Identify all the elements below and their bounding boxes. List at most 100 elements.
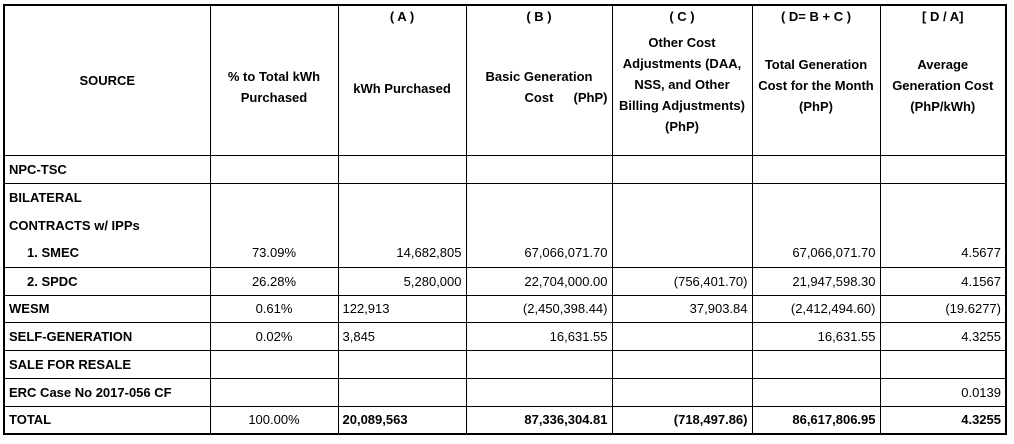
- row-pct: [209, 349, 339, 379]
- header-other-ref: ( C ): [669, 9, 695, 24]
- row-basic: [465, 377, 613, 407]
- row-pct: [209, 182, 339, 211]
- row-basic: [465, 349, 613, 379]
- row-kwh: 3,845: [337, 321, 467, 351]
- row-total: 21,947,598.30: [751, 266, 881, 296]
- row-source: BILATERAL: [3, 182, 211, 211]
- row-avg: (19.6277): [879, 294, 1007, 323]
- row-kwh: [337, 349, 467, 379]
- row-kwh: 14,682,805: [337, 239, 467, 268]
- table-row: 2. SPDC 26.28% 5,280,000 22,704,000.00 (…: [3, 266, 1007, 296]
- row-kwh: 5,280,000: [337, 266, 467, 296]
- row-total: [751, 211, 881, 239]
- total-total: 86,617,806.95: [751, 405, 881, 435]
- row-kwh: [337, 154, 467, 184]
- total-avg: 4.3255: [879, 405, 1007, 435]
- table-row: WESM 0.61% 122,913 (2,450,398.44) 37,903…: [3, 294, 1007, 323]
- header-total: ( D= B + C ) Total Generation Cost for t…: [751, 4, 881, 156]
- header-basic-text: Basic Generation Cost: [485, 69, 593, 105]
- table-row: ERC Case No 2017-056 CF 0.0139: [3, 377, 1007, 407]
- row-total: 67,066,071.70: [751, 239, 881, 268]
- row-avg: [879, 182, 1007, 211]
- row-source: CONTRACTS w/ IPPs: [3, 211, 211, 239]
- header-avg-label: Average Generation Cost (PhP/kWh): [892, 57, 994, 114]
- row-other: [611, 349, 753, 379]
- header-kwh: ( A ) kWh Purchased: [337, 4, 467, 156]
- row-kwh: [337, 211, 467, 239]
- table-row: CONTRACTS w/ IPPs: [3, 211, 1007, 239]
- row-basic: 16,631.55: [465, 321, 613, 351]
- row-total: [751, 377, 881, 407]
- row-basic: 67,066,071.70: [465, 239, 613, 268]
- row-other: [611, 211, 753, 239]
- row-pct: [209, 377, 339, 407]
- total-kwh: 20,089,563: [337, 405, 467, 435]
- header-basic-label: Basic Generation Cost: [471, 28, 608, 108]
- row-source: NPC-TSC: [3, 154, 211, 184]
- row-total: (2,412,494.60): [751, 294, 881, 323]
- row-basic: [465, 182, 613, 211]
- generation-cost-table: SOURCE % to Total kWh Purchased ( A ) kW…: [3, 4, 1007, 435]
- header-basic-unit: (PhP): [573, 90, 608, 105]
- row-basic: (2,450,398.44): [465, 294, 613, 323]
- header-avg: [ D / A] Average Generation Cost (PhP/kW…: [879, 4, 1007, 156]
- header-other-label: Other Cost Adjustments (DAA, NSS, and Ot…: [619, 35, 745, 134]
- row-basic: [465, 154, 613, 184]
- row-basic: 22,704,000.00: [465, 266, 613, 296]
- row-total: [751, 154, 881, 184]
- row-pct: [209, 154, 339, 184]
- row-basic: [465, 211, 613, 239]
- table-row: NPC-TSC: [3, 154, 1007, 184]
- row-avg: 0.0139: [879, 377, 1007, 407]
- row-total: [751, 349, 881, 379]
- header-kwh-label: kWh Purchased: [353, 81, 451, 96]
- table-row: SELF-GENERATION 0.02% 3,845 16,631.55 16…: [3, 321, 1007, 351]
- row-source: WESM: [3, 294, 211, 323]
- row-avg: [879, 154, 1007, 184]
- row-other: [611, 182, 753, 211]
- header-basic: ( B ) Basic Generation Cost (PhP): [465, 4, 613, 156]
- table-row: BILATERAL: [3, 182, 1007, 211]
- row-source: ERC Case No 2017-056 CF: [3, 377, 211, 407]
- row-kwh: 122,913: [337, 294, 467, 323]
- row-pct: 0.61%: [209, 294, 339, 323]
- header-row: SOURCE % to Total kWh Purchased ( A ) kW…: [3, 4, 1007, 156]
- header-total-label: Total Generation Cost for the Month (PhP…: [758, 57, 874, 114]
- row-avg: [879, 349, 1007, 379]
- total-other: (718,497.86): [611, 405, 753, 435]
- row-other: [611, 239, 753, 268]
- row-kwh: [337, 182, 467, 211]
- row-pct: 26.28%: [209, 266, 339, 296]
- header-avg-ref: [ D / A]: [922, 9, 964, 24]
- header-pct-label: % to Total kWh Purchased: [227, 69, 321, 105]
- total-basic: 87,336,304.81: [465, 405, 613, 435]
- row-avg: [879, 211, 1007, 239]
- total-row: TOTAL 100.00% 20,089,563 87,336,304.81 (…: [3, 405, 1007, 435]
- table-row: SALE FOR RESALE: [3, 349, 1007, 379]
- row-pct: [209, 211, 339, 239]
- total-pct: 100.00%: [209, 405, 339, 435]
- header-total-ref: ( D= B + C ): [780, 9, 852, 24]
- header-pct: % to Total kWh Purchased: [209, 4, 339, 156]
- row-total: 16,631.55: [751, 321, 881, 351]
- row-other: [611, 321, 753, 351]
- row-source: SALE FOR RESALE: [3, 349, 211, 379]
- row-source: SELF-GENERATION: [3, 321, 211, 351]
- header-source: SOURCE: [3, 4, 211, 156]
- row-other: (756,401.70): [611, 266, 753, 296]
- header-basic-ref: ( B ): [526, 9, 552, 24]
- row-kwh: [337, 377, 467, 407]
- row-avg: 4.3255: [879, 321, 1007, 351]
- row-source: 2. SPDC: [3, 266, 211, 296]
- header-kwh-ref: ( A ): [389, 9, 415, 24]
- table-row: 1. SMEC 73.09% 14,682,805 67,066,071.70 …: [3, 239, 1007, 268]
- row-other: [611, 154, 753, 184]
- header-other: ( C ) Other Cost Adjustments (DAA, NSS, …: [611, 4, 753, 156]
- row-avg: 4.5677: [879, 239, 1007, 268]
- row-source: 1. SMEC: [3, 239, 211, 268]
- row-avg: 4.1567: [879, 266, 1007, 296]
- row-total: [751, 182, 881, 211]
- row-other: [611, 377, 753, 407]
- row-pct: 0.02%: [209, 321, 339, 351]
- total-source: TOTAL: [3, 405, 211, 435]
